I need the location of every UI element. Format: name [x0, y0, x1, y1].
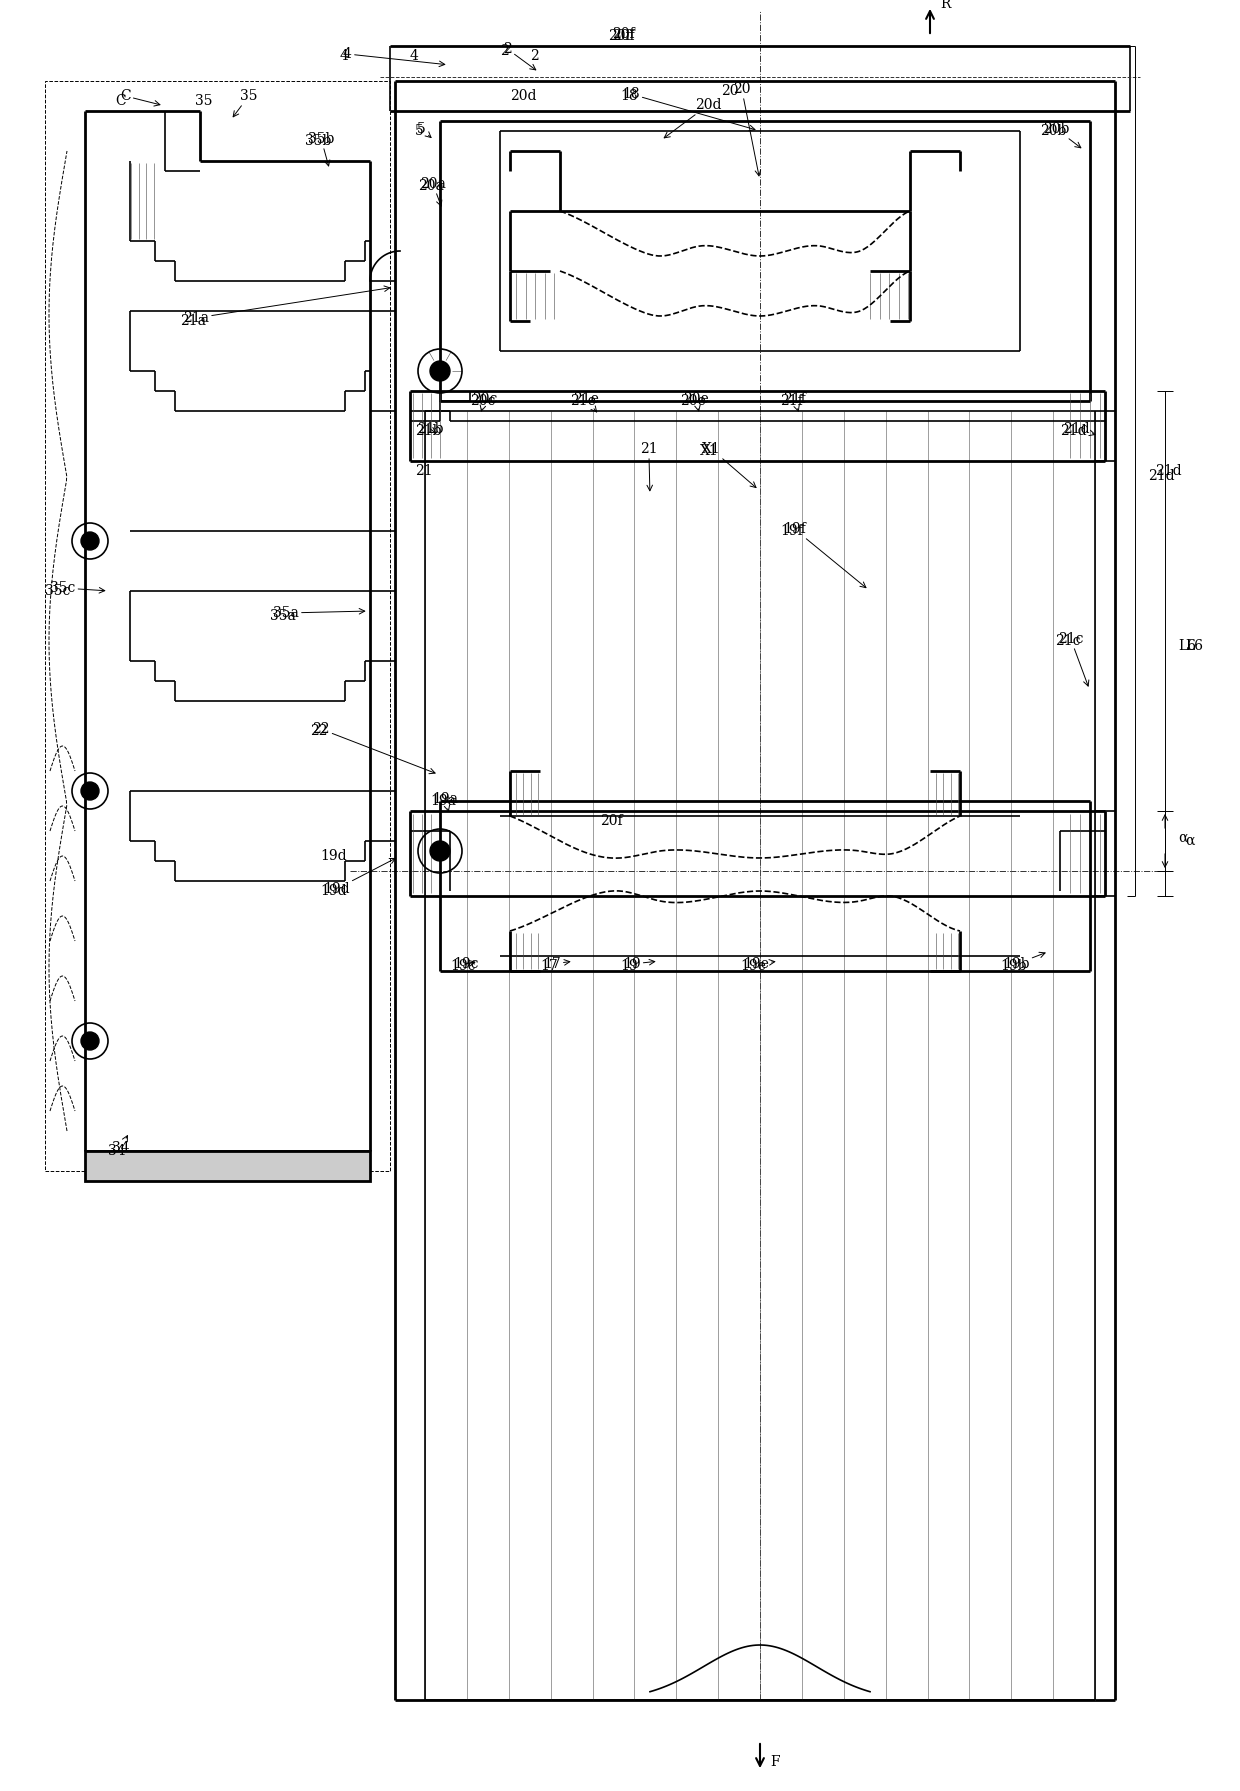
Text: 22: 22 [310, 724, 327, 738]
Text: 17: 17 [539, 958, 558, 973]
Text: 19c: 19c [450, 958, 475, 973]
Text: 20e: 20e [683, 392, 709, 410]
Text: 34: 34 [112, 1135, 130, 1155]
Text: 19b: 19b [1003, 953, 1045, 971]
Text: 17: 17 [543, 956, 570, 971]
Text: 21c: 21c [1058, 632, 1089, 686]
Text: 21d: 21d [1154, 464, 1182, 478]
Text: 20f: 20f [600, 813, 622, 827]
Text: 5: 5 [417, 122, 432, 138]
Text: 21d: 21d [1063, 423, 1095, 435]
Text: 35: 35 [233, 90, 258, 116]
Circle shape [81, 532, 99, 550]
Text: 21: 21 [640, 442, 657, 491]
Text: 20f: 20f [613, 29, 635, 43]
Text: 20f: 20f [608, 29, 631, 43]
Text: 4: 4 [343, 47, 445, 66]
Text: 19d: 19d [320, 885, 347, 897]
Circle shape [430, 362, 450, 381]
Text: X1: X1 [701, 444, 719, 458]
Text: 22: 22 [312, 722, 435, 774]
Text: 20c: 20c [472, 392, 497, 410]
Text: 19e: 19e [743, 956, 775, 971]
Text: 19f: 19f [780, 525, 802, 537]
Text: 20e: 20e [680, 394, 706, 408]
Text: 19f: 19f [782, 521, 866, 587]
Text: 35a: 35a [270, 609, 296, 623]
Text: 35c: 35c [50, 580, 104, 595]
Text: 20d: 20d [510, 90, 537, 104]
Text: L6: L6 [1185, 639, 1203, 654]
Text: 21d: 21d [1148, 469, 1174, 484]
Text: 19a: 19a [430, 793, 456, 808]
Text: 21b: 21b [417, 423, 444, 435]
Text: 18: 18 [622, 88, 755, 131]
Text: 19e: 19e [740, 958, 766, 973]
Text: 4: 4 [340, 48, 348, 63]
Text: C: C [115, 93, 125, 107]
Text: 4: 4 [410, 48, 419, 63]
Text: 19a: 19a [432, 792, 458, 811]
Text: 21: 21 [415, 464, 433, 478]
Text: R: R [940, 0, 950, 11]
Text: 21f: 21f [782, 392, 806, 410]
Text: 20f: 20f [613, 27, 635, 41]
Text: 19d: 19d [320, 849, 347, 863]
Text: 20b: 20b [1043, 122, 1081, 149]
Circle shape [430, 842, 450, 861]
Text: 2: 2 [503, 41, 536, 70]
Text: 21c: 21c [1055, 634, 1080, 648]
Text: α: α [1178, 831, 1188, 845]
Text: 20: 20 [733, 82, 760, 176]
Text: 2: 2 [500, 45, 508, 57]
Text: 35a: 35a [273, 605, 365, 620]
Text: 5: 5 [415, 124, 424, 138]
Text: 19c: 19c [453, 956, 479, 971]
Text: L6: L6 [1178, 639, 1197, 654]
Text: 20b: 20b [1040, 124, 1066, 138]
Text: 35b: 35b [308, 133, 335, 167]
Text: 2: 2 [529, 48, 538, 63]
Text: α: α [1185, 835, 1194, 847]
Text: 19b: 19b [999, 958, 1027, 973]
Text: 19: 19 [620, 958, 637, 973]
Text: 35: 35 [195, 93, 212, 107]
Circle shape [81, 1032, 99, 1050]
Text: 34: 34 [108, 1144, 125, 1159]
Text: 35b: 35b [305, 134, 331, 149]
Text: 21f: 21f [780, 394, 802, 408]
Text: X1: X1 [702, 442, 756, 487]
Text: C: C [120, 90, 160, 106]
Text: 21b: 21b [415, 424, 441, 439]
Text: 21e: 21e [573, 392, 599, 412]
Text: 21e: 21e [570, 394, 596, 408]
Text: 35c: 35c [45, 584, 71, 598]
Text: 20c: 20c [470, 394, 495, 408]
Text: 21a: 21a [184, 287, 389, 324]
Bar [45, 81, 391, 1171]
Text: 19: 19 [622, 956, 655, 971]
Text: 19d: 19d [322, 858, 396, 896]
Text: 21a: 21a [180, 313, 206, 328]
Text: 18: 18 [620, 90, 637, 104]
Text: 20: 20 [722, 84, 739, 99]
Text: 20a: 20a [420, 177, 446, 206]
Text: F: F [770, 1755, 780, 1770]
Bar [86, 1152, 370, 1180]
Text: 21d: 21d [1060, 424, 1086, 439]
Circle shape [81, 783, 99, 801]
Text: 20a: 20a [418, 179, 444, 193]
Text: 20d: 20d [665, 99, 722, 138]
